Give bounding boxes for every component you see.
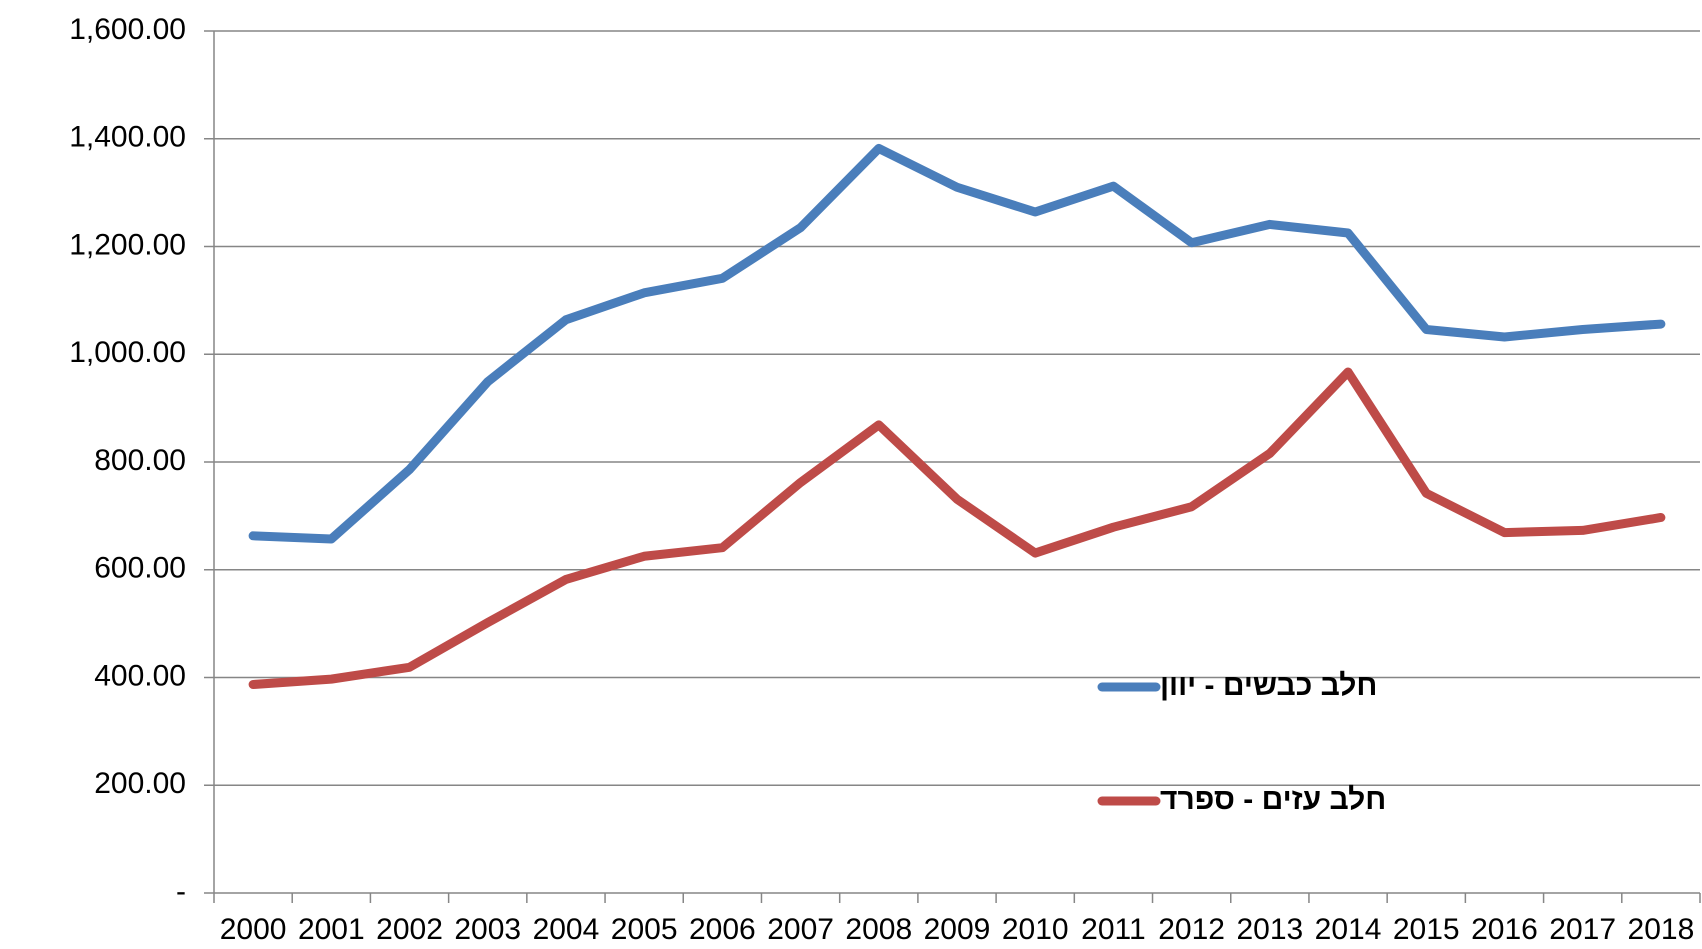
x-tick-label: 2003 (454, 913, 521, 946)
y-tick-label: 800.00 (94, 444, 186, 477)
x-tick-label: 2017 (1549, 913, 1616, 946)
x-tick-label: 2007 (767, 913, 834, 946)
x-tick-label: 2006 (689, 913, 756, 946)
y-tick-label: 600.00 (94, 552, 186, 585)
x-tick-label: 2002 (376, 913, 443, 946)
x-tick-label: 2000 (220, 913, 287, 946)
x-tick-label: 2008 (845, 913, 912, 946)
x-tick-label: 2010 (1002, 913, 1069, 946)
x-tick-label: 2014 (1315, 913, 1382, 946)
y-tick-label: 400.00 (94, 659, 186, 692)
x-tick-label: 2011 (1081, 913, 1146, 946)
x-tick-label: 2001 (298, 913, 365, 946)
y-tick-label: 1,600.00 (69, 13, 186, 46)
x-tick-label: 2018 (1628, 913, 1695, 946)
x-tick-label: 2013 (1236, 913, 1303, 946)
y-tick-label: 1,200.00 (69, 228, 186, 261)
legend-label: חלב עזים - ספרד (1160, 783, 1386, 816)
x-tick-label: 2015 (1393, 913, 1460, 946)
y-tick-label: 200.00 (94, 767, 186, 800)
y-tick-label: - (176, 875, 186, 908)
series-line (248, 367, 1666, 690)
y-tick-label: 1,000.00 (69, 336, 186, 369)
x-tick-label: 2004 (533, 913, 600, 946)
x-tick-label: 2009 (924, 913, 991, 946)
x-tick-label: 2016 (1471, 913, 1538, 946)
legend-label: חלב כבשים - יוון (1160, 669, 1377, 702)
y-tick-label: 1,400.00 (69, 121, 186, 154)
x-tick-label: 2012 (1158, 913, 1225, 946)
series-line (248, 143, 1666, 544)
x-tick-label: 2005 (611, 913, 678, 946)
